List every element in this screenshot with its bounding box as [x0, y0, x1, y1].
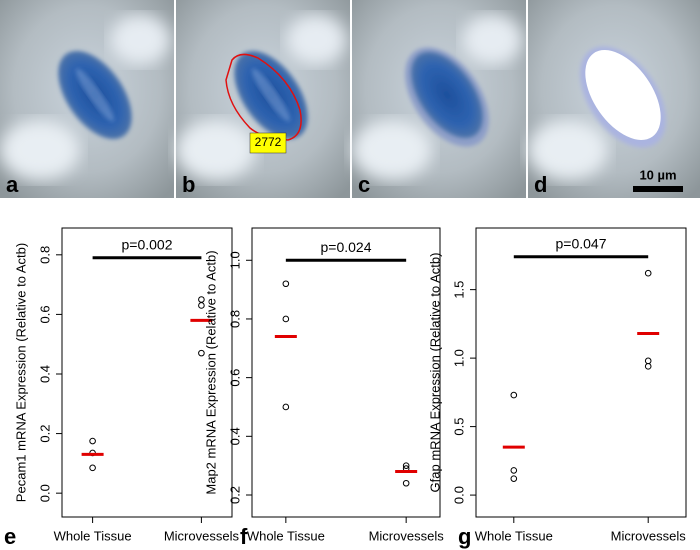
panel-label: d — [534, 172, 547, 197]
y-tick-label: 0.6 — [37, 305, 52, 323]
point — [402, 479, 410, 487]
y-tick-label: 1.5 — [451, 281, 466, 299]
point — [644, 357, 652, 365]
point — [89, 464, 96, 472]
point — [644, 363, 652, 370]
scale-bar-label: 10 µm — [639, 167, 676, 182]
plot-frame — [251, 227, 441, 518]
micrograph-b: 2772 — [176, 0, 350, 198]
point — [282, 315, 290, 323]
x-tick-label: Whole Tissue — [54, 528, 132, 543]
x-tick-label: Whole Tissue — [475, 528, 553, 543]
p-value: p=0.024 — [321, 239, 372, 255]
y-tick-label: 1.0 — [227, 251, 242, 269]
y-axis-label: Gfap mRNA Expression (Relative to Actb) — [427, 253, 442, 493]
y-tick-label: 0.4 — [227, 427, 242, 445]
panel-label: c — [358, 172, 370, 197]
y-tick-label: 0.6 — [227, 369, 242, 387]
y-axis-label: Map2 mRNA Expression (Relative to Actb) — [203, 250, 218, 494]
y-tick-label: 0.0 — [37, 484, 52, 502]
point — [282, 403, 290, 411]
plot-frame — [475, 227, 687, 518]
point — [402, 462, 410, 469]
y-tick-label: 0.8 — [227, 310, 242, 328]
y-tick-label: 0.4 — [37, 365, 52, 383]
x-tick-label: Microvessels — [164, 528, 240, 543]
y-tick-label: 0.2 — [227, 486, 242, 504]
panel-label: e — [4, 524, 16, 549]
point — [510, 467, 518, 474]
point — [282, 280, 290, 288]
point — [644, 269, 652, 277]
panel-label: f — [240, 524, 248, 549]
micrograph-c — [352, 0, 526, 198]
y-tick-label: 0.5 — [451, 418, 466, 436]
point — [198, 349, 205, 357]
panel-label: a — [6, 172, 19, 197]
point — [510, 475, 518, 482]
x-tick-label: Microvessels — [369, 528, 445, 543]
roi-label: 2772 — [255, 135, 282, 149]
x-tick-label: Microvessels — [611, 528, 687, 543]
y-axis-label: Pecam1 mRNA Expression (Relative to Actb… — [13, 243, 28, 502]
panel-label: b — [182, 172, 195, 197]
micrograph-a — [0, 0, 174, 198]
y-tick-label: 0.0 — [451, 486, 466, 504]
panel-label: g — [458, 524, 471, 549]
plot-frame — [61, 227, 233, 518]
micrograph-d: 10 µm — [528, 0, 700, 198]
y-tick-label: 1.0 — [451, 349, 466, 367]
p-value: p=0.002 — [122, 236, 173, 252]
y-tick-label: 0.8 — [37, 246, 52, 264]
x-tick-label: Whole Tissue — [247, 528, 325, 543]
y-tick-label: 0.2 — [37, 425, 52, 443]
point — [198, 302, 205, 309]
point — [510, 391, 518, 399]
point — [89, 437, 96, 445]
p-value: p=0.047 — [556, 235, 607, 251]
